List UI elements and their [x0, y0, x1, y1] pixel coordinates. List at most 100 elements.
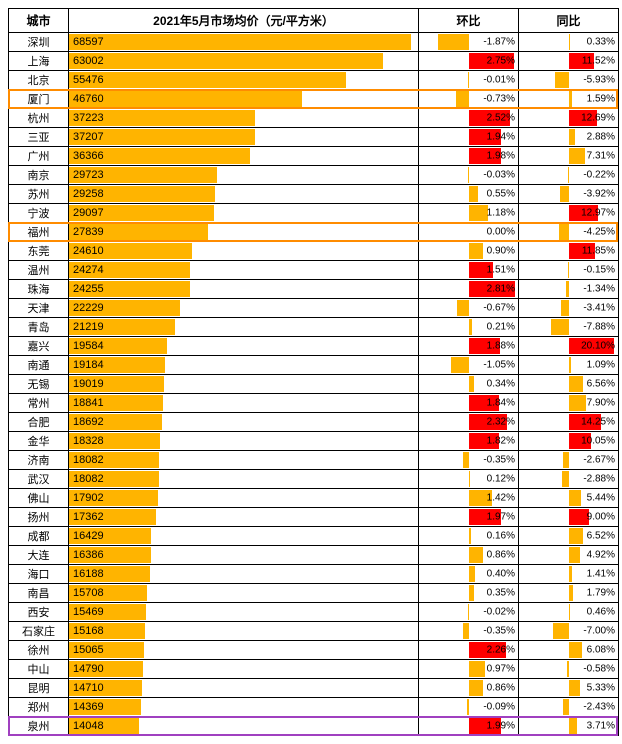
price-label: 36366: [73, 150, 104, 162]
pct-label: 1.99%: [487, 721, 515, 732]
pct-label: -2.43%: [583, 702, 615, 713]
pct-cell: 0.90%: [419, 242, 519, 261]
table-row: 厦门46760-0.73%1.59%: [9, 90, 619, 109]
table-row: 北京55476-0.01%-5.93%: [9, 71, 619, 90]
col-header-price: 2021年5月市场均价（元/平方米）: [69, 9, 419, 33]
pct-label: -0.73%: [483, 94, 515, 105]
pct-label: 3.71%: [587, 721, 615, 732]
pct-cell: 1.42%: [419, 489, 519, 508]
price-label: 15469: [73, 606, 104, 618]
table-row: 珠海242552.81%-1.34%: [9, 280, 619, 299]
price-bar-cell: 15469: [69, 603, 419, 622]
price-bar-cell: 15168: [69, 622, 419, 641]
price-bar-cell: 14369: [69, 698, 419, 717]
pct-label: -2.88%: [583, 474, 615, 485]
pct-cell: -4.25%: [519, 223, 619, 242]
table-row: 泉州140481.99%3.71%: [9, 717, 619, 736]
price-label: 15708: [73, 587, 104, 599]
price-bar-cell: 17362: [69, 508, 419, 527]
pct-cell: 0.55%: [419, 185, 519, 204]
pct-cell: 10.05%: [519, 432, 619, 451]
city-cell: 常州: [9, 394, 69, 413]
pct-cell: 1.51%: [419, 261, 519, 280]
pct-cell: -0.09%: [419, 698, 519, 717]
pct-label: 0.86%: [487, 550, 515, 561]
price-label: 19184: [73, 359, 104, 371]
pct-label: 2.75%: [487, 56, 515, 67]
table-row: 东莞246100.90%11.85%: [9, 242, 619, 261]
pct-label: 6.52%: [587, 531, 615, 542]
pct-cell: 0.40%: [419, 565, 519, 584]
price-bar-cell: 17902: [69, 489, 419, 508]
pct-label: 1.88%: [487, 341, 515, 352]
pct-label: -1.34%: [583, 284, 615, 295]
table-row: 宁波290971.18%12.97%: [9, 204, 619, 223]
price-bar-cell: 16386: [69, 546, 419, 565]
price-label: 29723: [73, 169, 104, 181]
table-row: 武汉180820.12%-2.88%: [9, 470, 619, 489]
pct-label: -2.67%: [583, 455, 615, 466]
price-label: 46760: [73, 93, 104, 105]
city-cell: 徐州: [9, 641, 69, 660]
table-row: 南通19184-1.05%1.09%: [9, 356, 619, 375]
pct-label: -3.41%: [583, 303, 615, 314]
price-label: 37223: [73, 112, 104, 124]
pct-cell: 20.10%: [519, 337, 619, 356]
pct-label: 4.92%: [587, 550, 615, 561]
pct-cell: 2.26%: [419, 641, 519, 660]
price-bar-cell: 63002: [69, 52, 419, 71]
price-label: 22229: [73, 302, 104, 314]
city-cell: 大连: [9, 546, 69, 565]
table-row: 中山147900.97%-0.58%: [9, 660, 619, 679]
price-bar-cell: 55476: [69, 71, 419, 90]
pct-cell: 1.98%: [419, 147, 519, 166]
price-label: 19019: [73, 378, 104, 390]
city-cell: 上海: [9, 52, 69, 71]
table-row: 石家庄15168-0.35%-7.00%: [9, 622, 619, 641]
pct-cell: -0.02%: [419, 603, 519, 622]
pct-cell: 6.56%: [519, 375, 619, 394]
table-row: 青岛212190.21%-7.88%: [9, 318, 619, 337]
pct-label: 14.25%: [581, 417, 615, 428]
price-bar-cell: 24610: [69, 242, 419, 261]
price-label: 63002: [73, 55, 104, 67]
price-label: 14048: [73, 720, 104, 732]
price-bar-cell: 27839: [69, 223, 419, 242]
pct-cell: 6.52%: [519, 527, 619, 546]
table-row: 温州242741.51%-0.15%: [9, 261, 619, 280]
city-cell: 济南: [9, 451, 69, 470]
pct-cell: 2.75%: [419, 52, 519, 71]
pct-cell: 14.25%: [519, 413, 619, 432]
city-cell: 天津: [9, 299, 69, 318]
pct-label: -0.03%: [483, 170, 515, 181]
price-bar-cell: 29097: [69, 204, 419, 223]
price-bar-cell: 15065: [69, 641, 419, 660]
price-label: 24255: [73, 283, 104, 295]
pct-cell: -0.73%: [419, 90, 519, 109]
price-bar-cell: 24274: [69, 261, 419, 280]
pct-label: 11.85%: [582, 246, 615, 257]
table-row: 三亚372071.94%2.88%: [9, 128, 619, 147]
pct-cell: -1.87%: [419, 33, 519, 52]
pct-cell: 5.44%: [519, 489, 619, 508]
price-label: 16188: [73, 568, 104, 580]
pct-cell: 1.59%: [519, 90, 619, 109]
table-row: 成都164290.16%6.52%: [9, 527, 619, 546]
city-cell: 福州: [9, 223, 69, 242]
pct-cell: -0.01%: [419, 71, 519, 90]
price-label: 27839: [73, 226, 104, 238]
table-row: 金华183281.82%10.05%: [9, 432, 619, 451]
city-cell: 昆明: [9, 679, 69, 698]
pct-cell: 0.33%: [519, 33, 619, 52]
pct-label: 1.98%: [487, 151, 515, 162]
pct-label: 1.09%: [587, 360, 615, 371]
pct-cell: 1.94%: [419, 128, 519, 147]
price-bar-cell: 16188: [69, 565, 419, 584]
price-label: 17362: [73, 511, 104, 523]
pct-cell: -7.00%: [519, 622, 619, 641]
table-row: 深圳68597-1.87%0.33%: [9, 33, 619, 52]
pct-label: 1.82%: [487, 436, 515, 447]
pct-label: -0.15%: [583, 265, 615, 276]
price-bar-cell: 14710: [69, 679, 419, 698]
pct-cell: 11.85%: [519, 242, 619, 261]
